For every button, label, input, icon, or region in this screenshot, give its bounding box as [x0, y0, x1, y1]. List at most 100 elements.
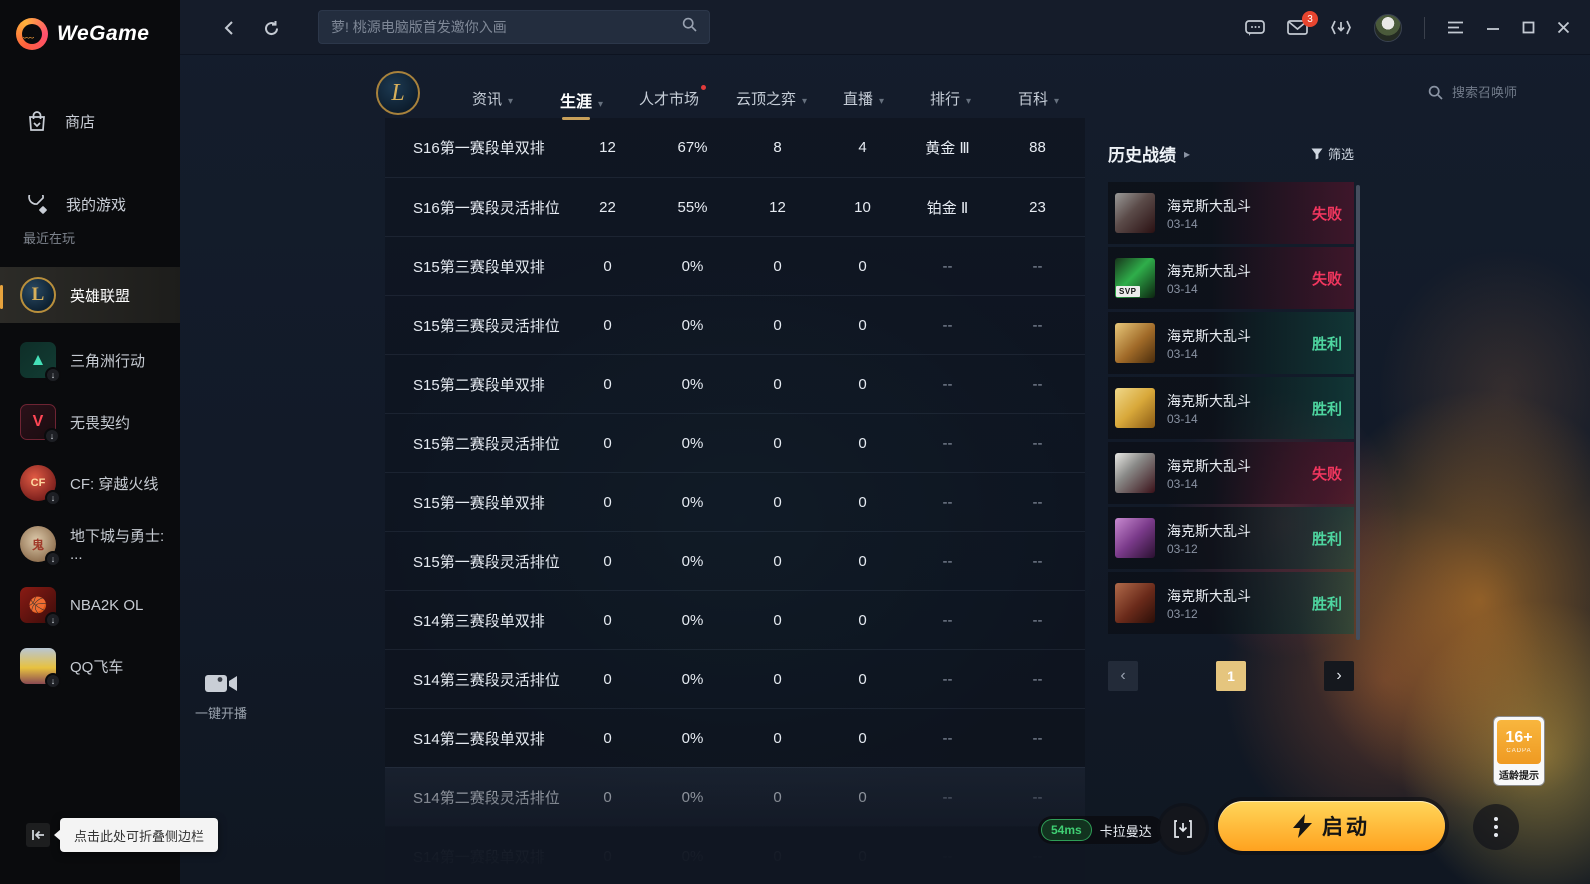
season-cell: S14第一赛段单双排 [413, 848, 545, 866]
table-row[interactable]: S14第二赛段单双排 0 0% 0 0 -- -- [385, 708, 1085, 767]
sidebar-game-valorant[interactable]: V 无畏契约 [0, 394, 180, 450]
table-row[interactable]: S14第三赛段单双排 0 0% 0 0 -- -- [385, 590, 1085, 649]
match-date: 03-14 [1167, 346, 1198, 361]
season-cell: S15第一赛段单双排 [413, 494, 545, 512]
chevron-right-icon[interactable] [1176, 145, 1190, 163]
pagination: 1 [1108, 661, 1354, 691]
more-options-button[interactable] [1473, 804, 1519, 850]
table-row[interactable]: S15第一赛段灵活排位 0 0% 0 0 -- -- [385, 531, 1085, 590]
match-row[interactable]: 海克斯大乱斗 03-14 胜利 [1108, 312, 1354, 374]
sidebar-game-delta[interactable]: ▲ 三角洲行动 [0, 332, 180, 388]
match-result: 胜利 [1311, 530, 1342, 548]
tab-wiki[interactable]: 百科 [1018, 88, 1059, 109]
collapse-sidebar-button[interactable] [26, 823, 50, 847]
sidebar-game-crossfire[interactable]: CF CF: 穿越火线 [0, 455, 180, 511]
server-name[interactable]: 卡拉曼达 [1099, 823, 1152, 839]
match-row[interactable]: SVP 海克斯大乱斗 03-14 失败 [1108, 247, 1354, 309]
match-row[interactable]: 海克斯大乱斗 03-14 胜利 [1108, 377, 1354, 439]
table-row[interactable]: S16第一赛段单双排 12 67% 8 4 黄金 Ⅲ 88 [385, 118, 1085, 177]
lol-logo-icon[interactable]: L [376, 71, 420, 115]
table-row[interactable]: S15第三赛段单双排 0 0% 0 0 -- -- [385, 236, 1085, 295]
match-mode: 海克斯大乱斗 [1167, 392, 1251, 409]
current-page-button[interactable]: 1 [1216, 661, 1246, 691]
download-game-button[interactable] [1160, 806, 1206, 852]
match-date: 03-14 [1167, 216, 1198, 231]
minimize-button[interactable] [1486, 21, 1500, 35]
tab-live[interactable]: 直播 [843, 88, 884, 109]
chevron-down-icon [960, 91, 971, 108]
chevron-down-icon [1048, 91, 1059, 108]
history-scrollbar[interactable] [1356, 185, 1360, 640]
summoner-search-input[interactable] [1450, 84, 1546, 101]
season-cell: S16第一赛段灵活排位 [413, 199, 560, 217]
tab-news[interactable]: 资讯 [472, 88, 513, 109]
chevron-down-icon [502, 91, 513, 108]
table-row[interactable]: S16第一赛段灵活排位 22 55% 12 10 铂金 Ⅱ 23 [385, 177, 1085, 236]
sidebar-game-dnf[interactable]: 鬼 地下城与勇士: ... [0, 516, 180, 572]
download-badge-icon [45, 612, 61, 628]
season-cell: S15第三赛段灵活排位 [413, 317, 560, 335]
table-row[interactable]: S15第二赛段单双排 0 0% 0 0 -- -- [385, 354, 1085, 413]
one-click-stream-button[interactable]: 一键开播 [186, 672, 256, 722]
menu-button[interactable] [1447, 21, 1464, 34]
camera-icon [205, 675, 237, 692]
match-date: 03-12 [1167, 606, 1198, 621]
nba2k-game-icon: 🏀 [20, 587, 61, 628]
table-row[interactable]: S15第一赛段单双排 0 0% 0 0 -- -- [385, 472, 1085, 531]
gamepad-icon [28, 194, 47, 214]
search-icon[interactable] [682, 17, 697, 37]
store-bag-icon [29, 110, 45, 131]
sidebar-game-qqspeed[interactable]: QQ飞车 [0, 638, 180, 694]
close-button[interactable] [1557, 21, 1570, 34]
champion-avatar-icon [1115, 453, 1155, 493]
delta-game-icon: ▲ [20, 342, 61, 383]
lol-nav: L 资讯 生涯 人才市场 云顶之弈 直播 排行 百科 [180, 55, 1590, 127]
crossfire-game-icon: CF [20, 465, 61, 506]
svp-badge: SVP [1116, 286, 1140, 297]
global-search-input[interactable] [319, 19, 682, 35]
table-row[interactable]: S15第三赛段灵活排位 0 0% 0 0 -- -- [385, 295, 1085, 354]
table-row[interactable]: S14第三赛段灵活排位 0 0% 0 0 -- -- [385, 649, 1085, 708]
back-button[interactable] [218, 17, 240, 39]
season-cell: S14第二赛段灵活排位 [413, 789, 560, 807]
maximize-icon [1522, 21, 1535, 34]
chat-button[interactable] [1245, 19, 1265, 37]
tab-talent-market[interactable]: 人才市场 [639, 85, 707, 109]
match-row[interactable]: 海克斯大乱斗 03-12 胜利 [1108, 572, 1354, 634]
sidebar-item-mygames[interactable]: 我的游戏 [0, 184, 180, 224]
table-row[interactable]: S15第二赛段灵活排位 0 0% 0 0 -- -- [385, 413, 1085, 472]
mail-button[interactable]: 3 [1287, 11, 1318, 36]
download-manager-button[interactable] [1330, 19, 1352, 36]
refresh-icon [264, 20, 278, 35]
download-tray-icon [1174, 820, 1192, 838]
prev-page-button[interactable] [1108, 661, 1138, 691]
dnf-game-icon: 鬼 [20, 526, 61, 567]
tab-ranking[interactable]: 排行 [930, 88, 971, 109]
tab-career[interactable]: 生涯 [560, 88, 603, 112]
sidebar-game-nba2k[interactable]: 🏀 NBA2K OL [0, 577, 180, 633]
chevron-down-icon [592, 94, 603, 111]
sidebar-item-store[interactable]: 商店 [0, 101, 180, 141]
table-row[interactable]: S14第二赛段灵活排位 0 0% 0 0 -- -- [385, 767, 1085, 826]
close-icon [1557, 21, 1570, 34]
match-row[interactable]: 海克斯大乱斗 03-12 胜利 [1108, 507, 1354, 569]
next-page-button[interactable] [1324, 661, 1354, 691]
launch-button[interactable]: 启动 [1218, 801, 1445, 851]
sidebar-game-lol[interactable]: L 英雄联盟 [0, 267, 180, 323]
maximize-button[interactable] [1522, 21, 1535, 34]
refresh-button[interactable] [260, 17, 282, 39]
match-result: 失败 [1311, 205, 1342, 223]
game-label: 无畏契约 [70, 414, 131, 432]
match-row[interactable]: 海克斯大乱斗 03-14 失败 [1108, 442, 1354, 504]
download-badge-icon [44, 428, 60, 444]
user-avatar[interactable] [1374, 13, 1402, 42]
summoner-search [1428, 84, 1546, 101]
tab-tft[interactable]: 云顶之弈 [736, 88, 807, 109]
match-row[interactable]: 海克斯大乱斗 03-14 失败 [1108, 182, 1354, 244]
match-date: 03-14 [1167, 411, 1198, 426]
table-row[interactable]: S14第一赛段单双排 0 0% 0 0 -- -- [385, 826, 1085, 884]
ping-indicator: 54ms 卡拉曼达 [1038, 816, 1164, 844]
season-cell: S15第一赛段灵活排位 [413, 553, 560, 571]
filter-button[interactable]: 筛选 [1311, 144, 1354, 163]
season-cell: S15第三赛段单双排 [413, 258, 545, 276]
